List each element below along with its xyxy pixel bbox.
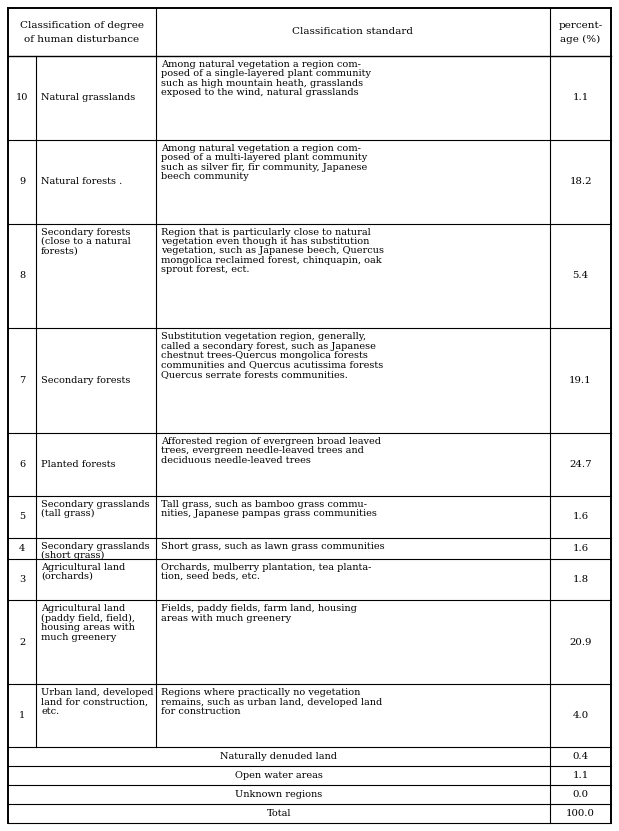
- Text: communities and Quercus acutissima forests: communities and Quercus acutissima fores…: [161, 361, 383, 370]
- Text: Urban land, developed: Urban land, developed: [41, 688, 154, 697]
- Text: Secondary forests: Secondary forests: [41, 376, 131, 385]
- Text: tion, seed beds, etc.: tion, seed beds, etc.: [161, 572, 260, 581]
- Text: land for construction,: land for construction,: [41, 698, 148, 706]
- Text: much greenery: much greenery: [41, 632, 116, 642]
- Text: areas with much greenery: areas with much greenery: [161, 614, 291, 623]
- Text: nities, Japanese pampas grass communities: nities, Japanese pampas grass communitie…: [161, 509, 377, 519]
- Text: (paddy field, field),: (paddy field, field),: [41, 614, 135, 623]
- Text: etc.: etc.: [41, 707, 59, 716]
- Text: 9: 9: [19, 177, 25, 186]
- Text: 1: 1: [19, 711, 25, 720]
- Text: called a secondary forest, such as Japanese: called a secondary forest, such as Japan…: [161, 342, 376, 351]
- Text: deciduous needle-leaved trees: deciduous needle-leaved trees: [161, 456, 311, 465]
- Text: 10: 10: [16, 93, 28, 102]
- Text: 5.4: 5.4: [573, 272, 589, 280]
- Text: 19.1: 19.1: [569, 376, 592, 385]
- Text: Total: Total: [267, 809, 292, 818]
- Text: 4.0: 4.0: [573, 711, 589, 720]
- Text: such as silver fir, fir community, Japanese: such as silver fir, fir community, Japan…: [161, 163, 367, 172]
- Text: Naturally denuded land: Naturally denuded land: [220, 752, 337, 761]
- Text: 4: 4: [19, 543, 25, 553]
- Text: Agricultural land: Agricultural land: [41, 604, 125, 613]
- Text: mongolica reclaimed forest, chinquapin, oak: mongolica reclaimed forest, chinquapin, …: [161, 256, 382, 265]
- Text: (orchards): (orchards): [41, 572, 93, 581]
- Text: Natural forests .: Natural forests .: [41, 177, 122, 186]
- Text: 20.9: 20.9: [569, 638, 592, 647]
- Text: Substitution vegetation region, generally,: Substitution vegetation region, generall…: [161, 332, 366, 342]
- Text: 18.2: 18.2: [569, 177, 592, 186]
- Text: 0.0: 0.0: [573, 790, 589, 799]
- Text: Classification standard: Classification standard: [293, 27, 413, 37]
- Text: 8: 8: [19, 272, 25, 280]
- Text: Quercus serrate forests communities.: Quercus serrate forests communities.: [161, 370, 348, 379]
- Text: of human disturbance: of human disturbance: [24, 35, 139, 43]
- Text: (tall grass): (tall grass): [41, 509, 95, 519]
- Text: 3: 3: [19, 575, 25, 584]
- Text: 2: 2: [19, 638, 25, 647]
- Text: vegetation even though it has substitution: vegetation even though it has substituti…: [161, 237, 370, 246]
- Text: Unknown regions: Unknown regions: [235, 790, 322, 799]
- Text: 1.6: 1.6: [573, 512, 589, 521]
- Text: 100.0: 100.0: [566, 809, 595, 818]
- Text: 0.4: 0.4: [573, 752, 589, 761]
- Text: Fields, paddy fields, farm land, housing: Fields, paddy fields, farm land, housing: [161, 604, 357, 613]
- Text: Short grass, such as lawn grass communities: Short grass, such as lawn grass communit…: [161, 542, 384, 551]
- Text: 1.1: 1.1: [573, 93, 589, 102]
- Text: remains, such as urban land, developed land: remains, such as urban land, developed l…: [161, 698, 383, 706]
- Text: chestnut trees-Quercus mongolica forests: chestnut trees-Quercus mongolica forests: [161, 352, 368, 360]
- Text: Orchards, mulberry plantation, tea planta-: Orchards, mulberry plantation, tea plant…: [161, 563, 371, 572]
- Text: Classification of degree: Classification of degree: [20, 21, 144, 29]
- Text: Secondary grasslands: Secondary grasslands: [41, 499, 150, 509]
- Text: (close to a natural: (close to a natural: [41, 237, 131, 246]
- Text: forests): forests): [41, 247, 79, 255]
- Text: Tall grass, such as bamboo grass commu-: Tall grass, such as bamboo grass commu-: [161, 499, 367, 509]
- Text: sprout forest, ect.: sprout forest, ect.: [161, 265, 249, 274]
- Text: 1.8: 1.8: [573, 575, 589, 584]
- Text: 1.1: 1.1: [573, 771, 589, 780]
- Text: posed of a single-layered plant community: posed of a single-layered plant communit…: [161, 70, 371, 78]
- Text: Afforested region of evergreen broad leaved: Afforested region of evergreen broad lea…: [161, 437, 381, 446]
- Text: percent-: percent-: [558, 21, 603, 29]
- Text: Natural grasslands: Natural grasslands: [41, 93, 135, 102]
- Text: for construction: for construction: [161, 707, 241, 716]
- Text: Agricultural land: Agricultural land: [41, 563, 125, 572]
- Text: trees, evergreen needle-leaved trees and: trees, evergreen needle-leaved trees and: [161, 446, 364, 455]
- Text: 6: 6: [19, 460, 25, 469]
- Text: housing areas with: housing areas with: [41, 623, 135, 632]
- Text: 1.6: 1.6: [573, 543, 589, 553]
- Text: vegetation, such as Japanese beech, Quercus: vegetation, such as Japanese beech, Quer…: [161, 247, 384, 255]
- Text: 7: 7: [19, 376, 25, 385]
- Text: beech community: beech community: [161, 172, 249, 181]
- Text: Open water areas: Open water areas: [235, 771, 323, 780]
- Text: Secondary forests: Secondary forests: [41, 228, 131, 237]
- Text: Regions where practically no vegetation: Regions where practically no vegetation: [161, 688, 360, 697]
- Text: Among natural vegetation a region com-: Among natural vegetation a region com-: [161, 144, 361, 153]
- Text: posed of a multi-layered plant community: posed of a multi-layered plant community: [161, 153, 367, 162]
- Text: (short grass): (short grass): [41, 551, 105, 560]
- Text: Region that is particularly close to natural: Region that is particularly close to nat…: [161, 228, 371, 237]
- Text: Secondary grasslands: Secondary grasslands: [41, 542, 150, 551]
- Text: such as high mountain heath, grasslands: such as high mountain heath, grasslands: [161, 79, 363, 88]
- Text: Among natural vegetation a region com-: Among natural vegetation a region com-: [161, 60, 361, 69]
- Text: 5: 5: [19, 512, 25, 521]
- Text: exposed to the wind, natural grasslands: exposed to the wind, natural grasslands: [161, 88, 358, 97]
- Text: age (%): age (%): [560, 34, 600, 43]
- Text: Planted forests: Planted forests: [41, 460, 116, 469]
- Text: 24.7: 24.7: [569, 460, 592, 469]
